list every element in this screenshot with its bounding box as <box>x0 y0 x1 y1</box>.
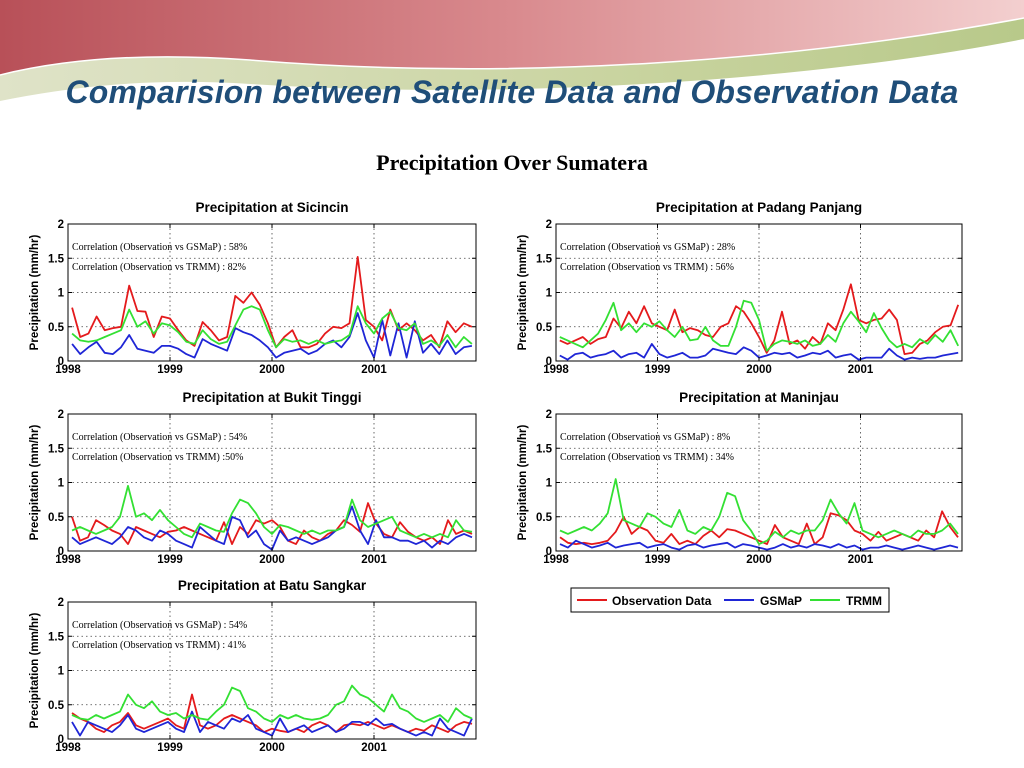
slide-subtitle: Precipitation Over Sumatera <box>376 150 648 175</box>
y-tick-label: 0.5 <box>48 512 65 524</box>
chart-title: Precipitation at Sicincin <box>195 200 348 215</box>
series-line-3 <box>71 484 473 539</box>
x-tick-label: 1999 <box>157 554 183 566</box>
slide-title: Comparision between Satellite Data and O… <box>65 74 959 110</box>
chart-3: 0 0.5 1 1.5 2 1998 1999 2000 2001 Precipitation a… <box>29 390 477 566</box>
x-tick-label: 1998 <box>543 364 569 376</box>
y-tick-label: 2 <box>58 409 64 421</box>
y-tick-label: 2 <box>546 409 552 421</box>
chart-title: Precipitation at Padang Panjang <box>656 200 862 215</box>
x-tick-label: 1998 <box>55 364 81 376</box>
y-tick-label: 1.5 <box>536 253 553 265</box>
x-tick-label: 2001 <box>361 554 387 566</box>
y-tick-label: 0.5 <box>536 322 553 334</box>
legend-label: GSMaP <box>760 594 802 608</box>
correlation-annotation: Correlation (Observation vs TRMM) : 34% <box>560 452 734 463</box>
y-tick-label: 1 <box>58 288 65 300</box>
x-tick-label: 2000 <box>746 364 772 376</box>
chart-title: Precipitation at Batu Sangkar <box>178 578 367 593</box>
correlation-annotation: Correlation (Observation vs GSMaP) : 54% <box>72 432 247 443</box>
correlation-annotation: Correlation (Observation vs GSMaP) : 28% <box>560 242 735 253</box>
x-tick-label: 1999 <box>157 364 183 376</box>
series-line-3 <box>71 305 473 349</box>
x-tick-label: 2001 <box>848 554 874 566</box>
header-banner <box>0 0 1024 103</box>
y-tick-label: 2 <box>58 597 64 609</box>
x-tick-label: 2001 <box>848 364 874 376</box>
y-axis-label: Precipitation (mm/hr) <box>517 425 529 541</box>
series-line-3 <box>559 478 959 545</box>
chart-title: Precipitation at Bukit Tinggi <box>182 390 361 405</box>
y-axis-label: Precipitation (mm/hr) <box>29 425 41 541</box>
x-tick-label: 1998 <box>55 742 81 754</box>
x-tick-label: 1999 <box>645 554 671 566</box>
y-tick-label: 0 <box>546 356 552 368</box>
y-tick-label: 1 <box>546 288 553 300</box>
y-tick-label: 0 <box>58 356 64 368</box>
x-tick-label: 2000 <box>746 554 772 566</box>
legend-label: TRMM <box>846 594 882 608</box>
legend-label: Observation Data <box>612 594 712 608</box>
correlation-annotation: Correlation (Observation vs TRMM) : 56% <box>560 262 734 273</box>
y-tick-label: 0.5 <box>48 700 65 712</box>
x-tick-label: 2000 <box>259 742 285 754</box>
y-axis-label: Precipitation (mm/hr) <box>29 613 41 729</box>
correlation-annotation: Correlation (Observation vs GSMaP) : 58% <box>72 242 247 253</box>
chart-5: 0 0.5 1 1.5 2 1998 1999 2000 2001 Precipitation a… <box>29 578 477 754</box>
y-tick-label: 1.5 <box>48 443 65 455</box>
x-tick-label: 2000 <box>259 364 285 376</box>
correlation-annotation: Correlation (Observation vs TRMM) : 41% <box>72 640 246 651</box>
y-tick-label: 1.5 <box>48 253 65 265</box>
y-axis-label: Precipitation (mm/hr) <box>517 235 529 351</box>
legend: Observation Data GSMaP TRMM <box>570 587 890 613</box>
y-tick-label: 1 <box>58 478 65 490</box>
chart-1: 0 0.5 1 1.5 2 1998 1999 2000 2001 Precipitation a… <box>29 200 477 376</box>
chart-title: Precipitation at Maninjau <box>679 390 839 405</box>
y-tick-label: 1.5 <box>536 443 553 455</box>
y-tick-label: 0 <box>58 734 64 746</box>
series-line-3 <box>71 684 473 723</box>
x-tick-label: 1999 <box>645 364 671 376</box>
x-tick-label: 1998 <box>55 554 81 566</box>
series-line-3 <box>559 299 960 352</box>
correlation-annotation: Correlation (Observation vs GSMaP) : 8% <box>560 432 730 443</box>
y-tick-label: 2 <box>546 219 552 231</box>
series-line-1 <box>71 255 473 349</box>
correlation-annotation: Correlation (Observation vs TRMM) : 82% <box>72 262 246 273</box>
chart-2: 0 0.5 1 1.5 2 1998 1999 2000 2001 Precipitation a… <box>517 200 963 376</box>
y-axis-label: Precipitation (mm/hr) <box>29 235 41 351</box>
series-line-1 <box>559 510 959 545</box>
correlation-annotation: Correlation (Observation vs GSMaP) : 54% <box>72 620 247 631</box>
y-tick-label: 0 <box>58 546 64 558</box>
y-tick-label: 1 <box>58 666 65 678</box>
chart-4: 0 0.5 1 1.5 2 1998 1999 2000 2001 Precipitation a… <box>517 390 963 566</box>
y-tick-label: 0.5 <box>536 512 553 524</box>
x-tick-label: 1999 <box>157 742 183 754</box>
y-tick-label: 2 <box>58 219 64 231</box>
y-tick-label: 0.5 <box>48 322 65 334</box>
y-tick-label: 1 <box>546 478 553 490</box>
series-line-1 <box>559 283 960 356</box>
x-tick-label: 1998 <box>543 554 569 566</box>
x-tick-label: 2000 <box>259 554 285 566</box>
x-tick-label: 2001 <box>361 742 387 754</box>
y-tick-label: 1.5 <box>48 631 65 643</box>
series-line-1 <box>71 502 473 545</box>
series-line-2 <box>71 312 473 359</box>
x-tick-label: 2001 <box>361 364 387 376</box>
y-tick-label: 0 <box>546 546 552 558</box>
correlation-annotation: Correlation (Observation vs TRMM) :50% <box>72 452 243 463</box>
